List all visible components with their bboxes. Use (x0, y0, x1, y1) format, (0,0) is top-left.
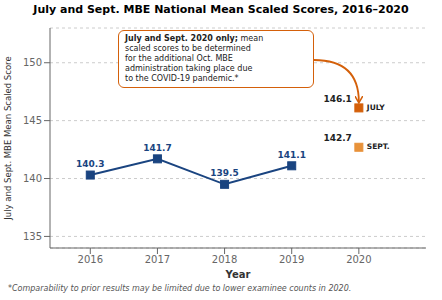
svg-text:146.1: 146.1 (323, 94, 351, 104)
html-text:for the additional Oct. MBE: for the additional Oct. MBE (125, 54, 233, 63)
svg-text:July and Sept. MBE Mean Scaled: July and Sept. MBE Mean Scaled Score (8, 56, 13, 220)
svg-text:2019: 2019 (279, 254, 304, 265)
html-text:to the COVID-19 pandemic.*: to the COVID-19 pandemic.* (125, 74, 239, 83)
svg-text:2018: 2018 (212, 254, 237, 265)
html-text:July and Sept. MBE National Me: July and Sept. MBE National Mean Scaled … (33, 3, 409, 16)
svg-text:145: 145 (23, 115, 42, 126)
svg-text:140: 140 (23, 173, 42, 184)
svg-text:2020: 2020 (346, 254, 371, 265)
svg-text:2017: 2017 (145, 254, 170, 265)
svg-text:135: 135 (23, 231, 42, 242)
svg-text:JULY: JULY (366, 103, 385, 112)
html-text:*Comparability to prior result: *Comparability to prior results may be l… (8, 284, 352, 293)
svg-text:141.1: 141.1 (277, 150, 305, 160)
svg-text:141.7: 141.7 (143, 143, 171, 153)
svg-text:SEPT.: SEPT. (367, 142, 390, 151)
svg-text:142.7: 142.7 (323, 133, 351, 143)
html-text:July and Sept. 2020 only; mean: July and Sept. 2020 only; mean (125, 34, 264, 43)
svg-text:2016: 2016 (78, 254, 103, 265)
html-text:scaled scores to be determined: scaled scores to be determined (125, 44, 251, 53)
svg-text:150: 150 (23, 57, 42, 68)
svg-text:139.5: 139.5 (210, 168, 238, 178)
svg-text:140.3: 140.3 (76, 159, 104, 169)
html-text:administration taking place du: administration taking place due (125, 64, 253, 73)
svg-text:Year: Year (225, 269, 251, 280)
